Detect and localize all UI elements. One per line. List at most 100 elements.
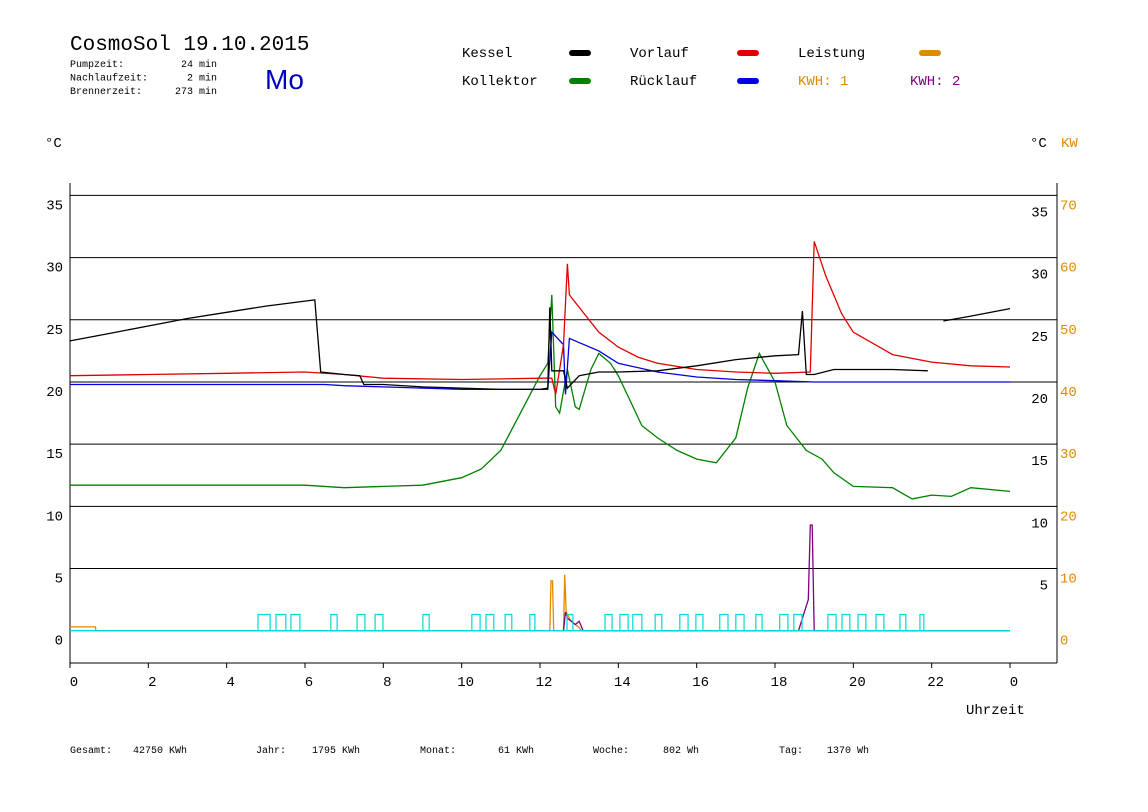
x-tick-label: 2: [148, 675, 156, 691]
pump-pulse: [566, 613, 574, 632]
y-tick-label: 5: [55, 571, 63, 587]
y-axis-label-right: °C: [1030, 136, 1047, 152]
y-tick-label-right: 15: [1031, 454, 1048, 470]
y2-tick-label: 20: [1060, 509, 1077, 525]
pump-pulse: [827, 613, 837, 632]
pump-pulse: [275, 613, 287, 632]
info-value: 273 min: [175, 86, 217, 98]
x-tick-label: 10: [457, 675, 474, 691]
x-tick-label: 6: [305, 675, 313, 691]
pump-pulse: [735, 613, 745, 632]
info-label: Brennerzeit:: [70, 86, 142, 98]
info-value: 24 min: [181, 59, 217, 71]
pump-pulse: [793, 613, 803, 632]
y-tick-label-right: 10: [1031, 516, 1048, 532]
pump-pulse: [422, 613, 430, 632]
pump-pulse: [356, 613, 366, 632]
footer-label: Monat:: [420, 746, 456, 757]
y-tick-label: 10: [46, 509, 63, 525]
legend-label: Vorlauf: [630, 46, 689, 62]
footer-label: Woche:: [593, 745, 629, 757]
y-tick-label: 35: [46, 198, 63, 214]
y-tick-label-right: 5: [1040, 578, 1048, 594]
footer-value: 802 Wh: [663, 745, 699, 757]
pump-pulse: [857, 613, 867, 632]
info-value: 2 min: [187, 73, 217, 85]
pump-pulse: [719, 613, 729, 632]
pump-pulse: [875, 613, 885, 632]
footer-value: 1370 Wh: [827, 745, 869, 757]
x-tick-label: 22: [927, 675, 944, 691]
legend-text: KWH: 1: [798, 74, 848, 90]
y-axis-label: °C: [45, 136, 62, 152]
footer-label: Gesamt:: [70, 746, 112, 757]
y2-tick-label: 60: [1060, 261, 1077, 277]
pump-pulse: [695, 613, 704, 632]
pump-pulse: [504, 613, 513, 632]
y2-tick-label: 70: [1060, 198, 1077, 214]
y2-tick-label: 50: [1060, 323, 1077, 339]
pump-pulse: [290, 613, 301, 632]
info-label: Nachlaufzeit:: [70, 73, 148, 85]
footer-label: Tag:: [779, 746, 803, 757]
y2-axis-label: KW: [1061, 136, 1078, 152]
y-tick-label-right: 35: [1031, 205, 1048, 221]
footer-value: 61 KWh: [498, 745, 534, 757]
y2-tick-label: 10: [1060, 571, 1077, 587]
y-tick-label: 20: [46, 385, 63, 401]
x-axis-label: Uhrzeit: [966, 703, 1025, 719]
pump-pulse: [654, 613, 663, 632]
chart-title: CosmoSol 19.10.2015: [70, 34, 309, 57]
pump-pulse: [919, 613, 925, 632]
x-tick-label: 12: [536, 675, 553, 691]
footer-value: 42750 KWh: [133, 745, 187, 757]
y-tick-label-right: 30: [1031, 268, 1048, 284]
y2-tick-label: 30: [1060, 447, 1077, 463]
legend-label: Kessel: [462, 46, 512, 62]
y2-tick-label: 40: [1060, 385, 1077, 401]
pump-pulse: [330, 613, 338, 632]
pump-pulse: [471, 613, 481, 632]
legend-label: Rücklauf: [630, 74, 697, 90]
x-tick-label: 0: [70, 675, 78, 691]
pump-pulse: [632, 613, 643, 632]
pump-pulse: [529, 613, 536, 632]
pump-pulse: [604, 613, 613, 632]
footer-value: 1795 KWh: [312, 745, 360, 757]
pump-pulse: [841, 613, 851, 632]
y-tick-label-right: 20: [1031, 392, 1048, 408]
series-line: [70, 294, 1011, 500]
pump-pulse: [257, 613, 271, 632]
pump-pulse: [485, 613, 495, 632]
info-label: Pumpzeit:: [70, 59, 124, 71]
series-line: [70, 330, 1010, 395]
pump-pulse: [755, 613, 763, 632]
footer-label: Jahr:: [256, 745, 286, 757]
pump-pulse: [679, 613, 689, 632]
legend-label: Leistung: [798, 46, 865, 62]
pump-pulse: [374, 613, 384, 632]
x-tick-label: 18: [771, 675, 788, 691]
y-tick-label: 25: [46, 323, 63, 339]
x-tick-label: 14: [614, 675, 631, 691]
y-tick-label-right: 25: [1031, 330, 1048, 346]
x-tick-label: 0: [1010, 675, 1018, 691]
pump-pulse: [779, 613, 789, 632]
y2-tick-label: 0: [1060, 634, 1068, 650]
weekday: Mo: [265, 64, 304, 95]
x-tick-label: 20: [849, 675, 866, 691]
x-tick-label: 4: [226, 675, 234, 691]
y-tick-label: 30: [46, 261, 63, 277]
y-tick-label: 15: [46, 447, 63, 463]
legend-text: KWH: 2: [910, 74, 960, 90]
pump-pulse: [899, 613, 907, 632]
x-tick-label: 8: [383, 675, 391, 691]
series-line: [69, 241, 1011, 395]
x-tick-label: 16: [692, 675, 709, 691]
pump-pulse: [619, 613, 629, 632]
series-line: [69, 299, 1011, 391]
y-tick-label: 0: [55, 634, 63, 650]
